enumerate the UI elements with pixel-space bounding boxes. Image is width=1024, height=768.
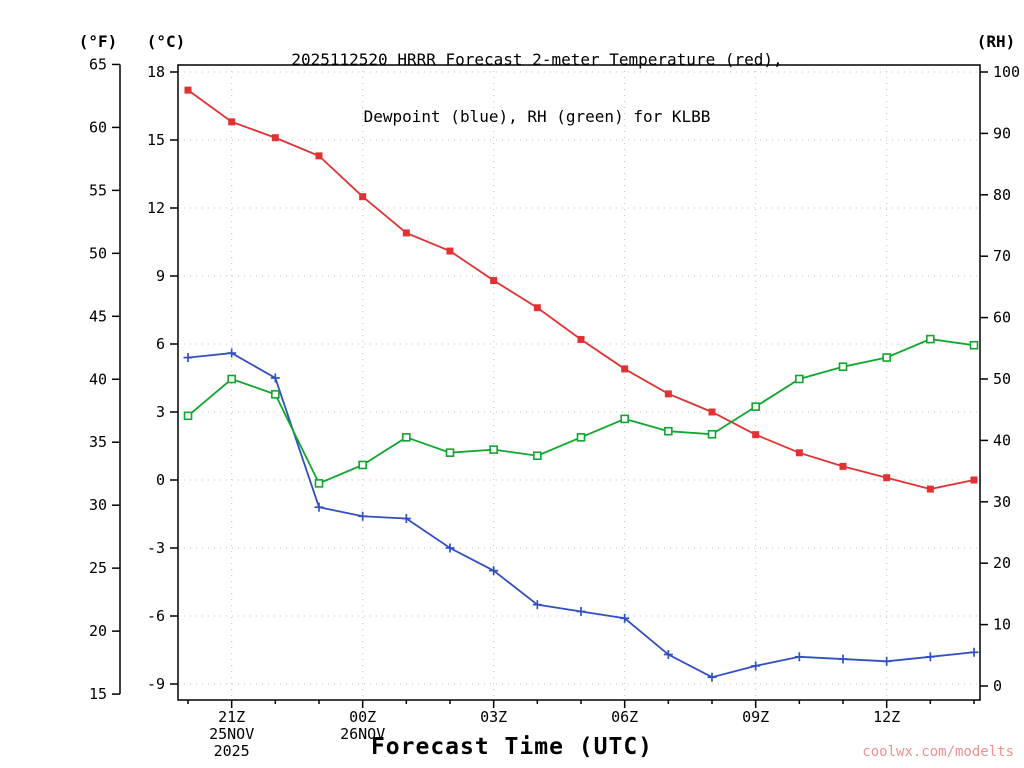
svg-text:25: 25: [89, 559, 107, 577]
svg-text:45: 45: [89, 307, 107, 325]
svg-text:0: 0: [993, 677, 1002, 695]
svg-text:60: 60: [89, 118, 107, 136]
svg-text:18: 18: [147, 63, 165, 81]
svg-text:15: 15: [147, 131, 165, 149]
svg-text:25NOV: 25NOV: [209, 725, 254, 743]
svg-text:70: 70: [993, 247, 1011, 265]
svg-text:50: 50: [89, 244, 107, 262]
svg-text:100: 100: [993, 63, 1020, 81]
rh-axis-unit-label: (RH): [976, 32, 1016, 51]
svg-text:03Z: 03Z: [480, 708, 507, 726]
svg-text:26NOV: 26NOV: [340, 725, 385, 743]
svg-text:9: 9: [156, 267, 165, 285]
celsius-axis-unit-label: (°C): [146, 32, 186, 51]
svg-text:0: 0: [156, 471, 165, 489]
svg-text:30: 30: [993, 493, 1011, 511]
svg-text:-9: -9: [147, 675, 165, 693]
fahrenheit-axis-unit-label: (°F): [78, 32, 118, 51]
svg-text:09Z: 09Z: [742, 708, 769, 726]
svg-text:-3: -3: [147, 539, 165, 557]
svg-text:40: 40: [89, 370, 107, 388]
svg-text:12Z: 12Z: [873, 708, 900, 726]
rh-series: [183, 334, 979, 488]
svg-text:65: 65: [89, 55, 107, 73]
svg-text:12: 12: [147, 199, 165, 217]
svg-text:10: 10: [993, 616, 1011, 634]
svg-text:90: 90: [993, 124, 1011, 142]
svg-text:20: 20: [993, 554, 1011, 572]
temperature-series: [184, 86, 978, 493]
watermark-link[interactable]: coolwx.com/modelts: [862, 744, 1014, 760]
dewpoint-series: [183, 348, 979, 682]
svg-text:40: 40: [993, 431, 1011, 449]
xaxis-title: Forecast Time (UTC): [370, 734, 654, 760]
svg-text:80: 80: [993, 186, 1011, 204]
svg-text:15: 15: [89, 685, 107, 703]
svg-text:55: 55: [89, 181, 107, 199]
svg-text:6: 6: [156, 335, 165, 353]
svg-text:21Z: 21Z: [218, 708, 245, 726]
svg-text:2025: 2025: [214, 742, 250, 760]
svg-text:20: 20: [89, 622, 107, 640]
svg-text:35: 35: [89, 433, 107, 451]
svg-text:3: 3: [156, 403, 165, 421]
svg-text:50: 50: [993, 370, 1011, 388]
svg-text:00Z: 00Z: [349, 708, 376, 726]
svg-text:-6: -6: [147, 607, 165, 625]
svg-text:06Z: 06Z: [611, 708, 638, 726]
gridlines: [178, 65, 980, 700]
axes: 1815129630-3-6-9656055504540353025201510…: [89, 55, 1020, 760]
svg-text:60: 60: [993, 309, 1011, 327]
chart-title: 2025112520 HRRR Forecast 2-meter Tempera…: [94, 12, 980, 164]
svg-text:30: 30: [89, 496, 107, 514]
chart-title-line2: Dewpoint (blue), RH (green) for KLBB: [363, 107, 711, 126]
